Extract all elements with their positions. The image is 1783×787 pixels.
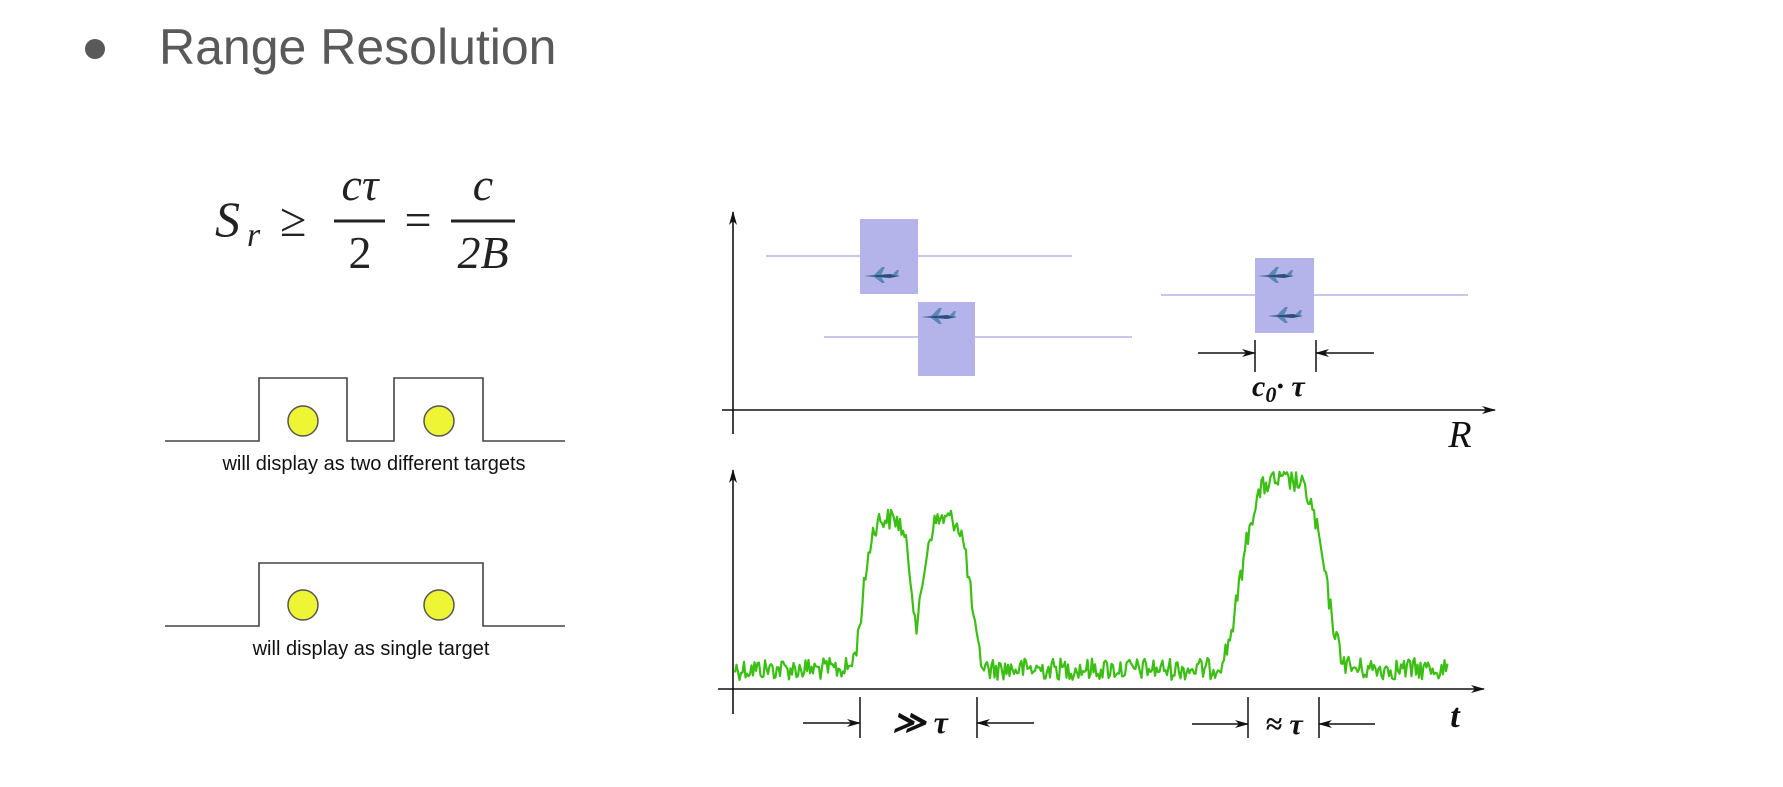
- target: [287, 405, 319, 437]
- pulse-box: [860, 219, 918, 294]
- pulse-diagram: will display as single target: [165, 562, 565, 660]
- slide-title: Range Resolution: [159, 19, 557, 75]
- axis-label: t: [1450, 698, 1461, 735]
- target: [287, 589, 319, 621]
- caption: will display as single target: [252, 638, 490, 660]
- formula: S r ≥ cτ 2 = c 2B: [215, 159, 515, 278]
- formula-numerator: cτ: [342, 159, 380, 210]
- formula-equals: =: [404, 194, 431, 247]
- target: [423, 589, 455, 621]
- label-base: c: [1252, 370, 1265, 403]
- signal-figure: ≫ τ ≈ τ t: [718, 469, 1485, 741]
- interval-label: ≈ τ: [1265, 708, 1304, 741]
- formula-denominator: 2: [349, 227, 372, 278]
- target: [423, 405, 455, 437]
- label-subscript: 0: [1265, 382, 1276, 407]
- pulse-diagram: will display as two different targets: [165, 377, 565, 475]
- formula-denominator: 2B: [457, 227, 508, 278]
- pulse-box: [918, 302, 975, 376]
- bullet: [85, 39, 105, 59]
- pulse-outline: [165, 377, 565, 442]
- caption: will display as two different targets: [221, 453, 525, 475]
- formula-numerator: c: [473, 159, 493, 210]
- range-figure: c0· τ R: [722, 211, 1496, 456]
- formula-relation: ≥: [280, 194, 306, 247]
- echo-signal: [733, 470, 1449, 681]
- formula-subscript: r: [247, 217, 261, 254]
- pulse-label: c0· τ: [1252, 370, 1306, 407]
- axis-label: R: [1447, 414, 1471, 456]
- formula-symbol: S: [215, 191, 240, 247]
- interval-label: ≫ τ: [892, 704, 950, 740]
- label-rest: · τ: [1276, 370, 1306, 403]
- pulse-outline: [165, 562, 565, 627]
